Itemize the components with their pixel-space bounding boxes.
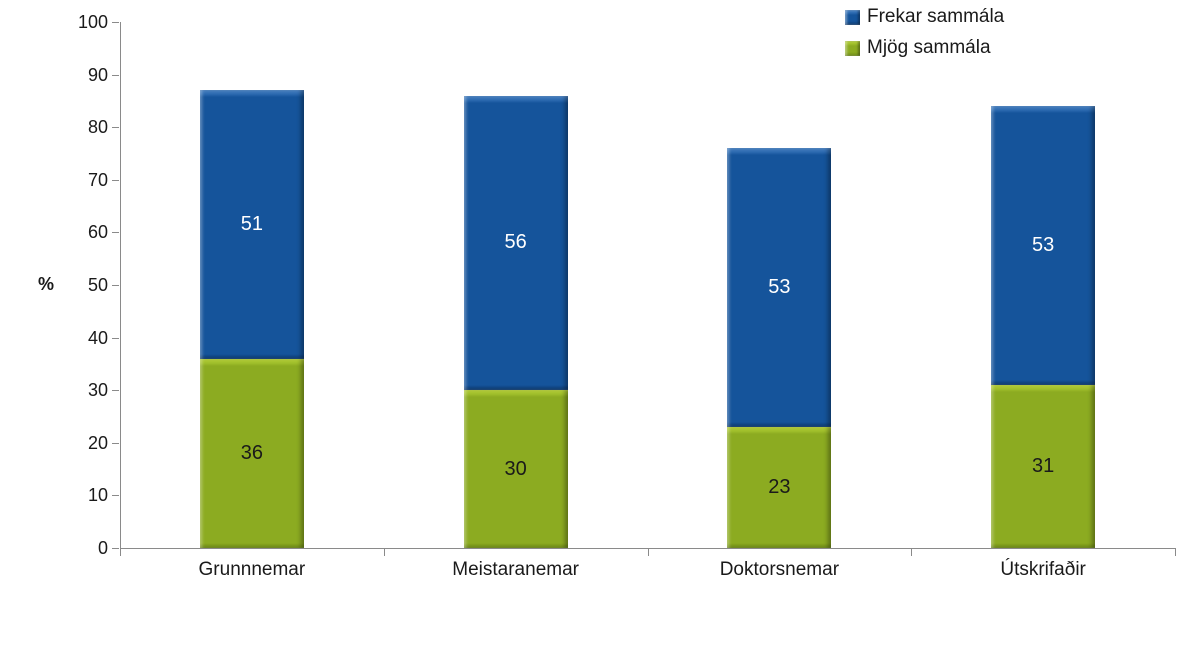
bar-value-label: 51 [240,213,263,236]
bar-meistaranemar: 30 56 [463,22,568,548]
x-category-label: Doktorsnemar [719,559,840,580]
x-axis-tick [383,549,385,556]
y-axis-tick [112,179,119,181]
y-tick-label: 30 [87,380,108,401]
x-category-label: Útskrifaðir [1000,559,1086,580]
x-axis-tick [911,549,913,556]
bar-value-label: 30 [504,457,527,480]
y-axis-tick [112,390,119,392]
x-axis-tick [647,549,649,556]
legend-label: Frekar sammála [867,6,1005,27]
legend-swatch-mjog-sammala [845,40,860,56]
bar-value-label: 53 [1032,234,1055,257]
bar-segment-frekar-sammala: 53 [991,106,1096,385]
y-tick-label: 0 [97,538,108,558]
legend-swatch-frekar-sammala [845,9,860,25]
x-category-label: Grunnnemar [198,559,306,580]
y-axis-tick [112,495,119,497]
bar-segment-mjog-sammala: 36 [199,358,304,548]
bar-value-label: 56 [504,231,527,254]
y-tick-label: 90 [87,64,108,85]
y-axis-tick [112,337,119,339]
y-tick-label: 80 [87,117,108,138]
x-category-label: Meistaranemar [452,559,579,580]
y-axis-tick [112,127,119,129]
bar-segment-mjog-sammala: 30 [463,390,568,548]
legend-item-mjog-sammala: Mjög sammála [845,37,1004,59]
plot-area [120,22,1176,549]
bar-value-label: 31 [1032,454,1055,477]
y-tick-label: 60 [87,222,108,243]
legend-label: Mjög sammála [867,37,991,58]
legend: Frekar sammála Mjög sammála [845,6,1004,59]
bar-value-label: 23 [768,476,791,499]
y-tick-label: 20 [87,432,108,453]
y-axis-tick [112,74,119,76]
y-tick-label: 100 [77,12,108,32]
y-axis-tick [112,442,119,444]
y-tick-label: 70 [87,169,108,190]
y-axis-tick [112,548,119,549]
y-axis-tick [112,285,119,286]
y-tick-label: 40 [87,327,108,348]
legend-item-frekar-sammala: Frekar sammála [845,6,1004,28]
y-axis-tick [112,232,119,234]
bar-segment-frekar-sammala: 51 [199,90,304,359]
bar-segment-frekar-sammala: 56 [463,95,568,391]
y-axis-title: % [37,274,54,294]
x-axis-tick [120,549,121,556]
bar-utskrifa-ir: 31 53 [991,22,1096,548]
bar-value-label: 36 [240,441,263,464]
bar-segment-mjog-sammala: 31 [991,384,1096,548]
bar-value-label: 53 [768,276,791,299]
y-tick-label: 10 [87,485,108,506]
bar-segment-frekar-sammala: 53 [727,148,832,428]
bar-grunnnemar: 36 51 [199,22,304,548]
bar-doktorsnemar: 23 53 [727,22,832,548]
x-axis-tick [1175,549,1176,556]
bar-segment-mjog-sammala: 23 [727,427,832,548]
y-axis-tick [112,22,119,23]
y-tick-label: 50 [87,275,108,295]
